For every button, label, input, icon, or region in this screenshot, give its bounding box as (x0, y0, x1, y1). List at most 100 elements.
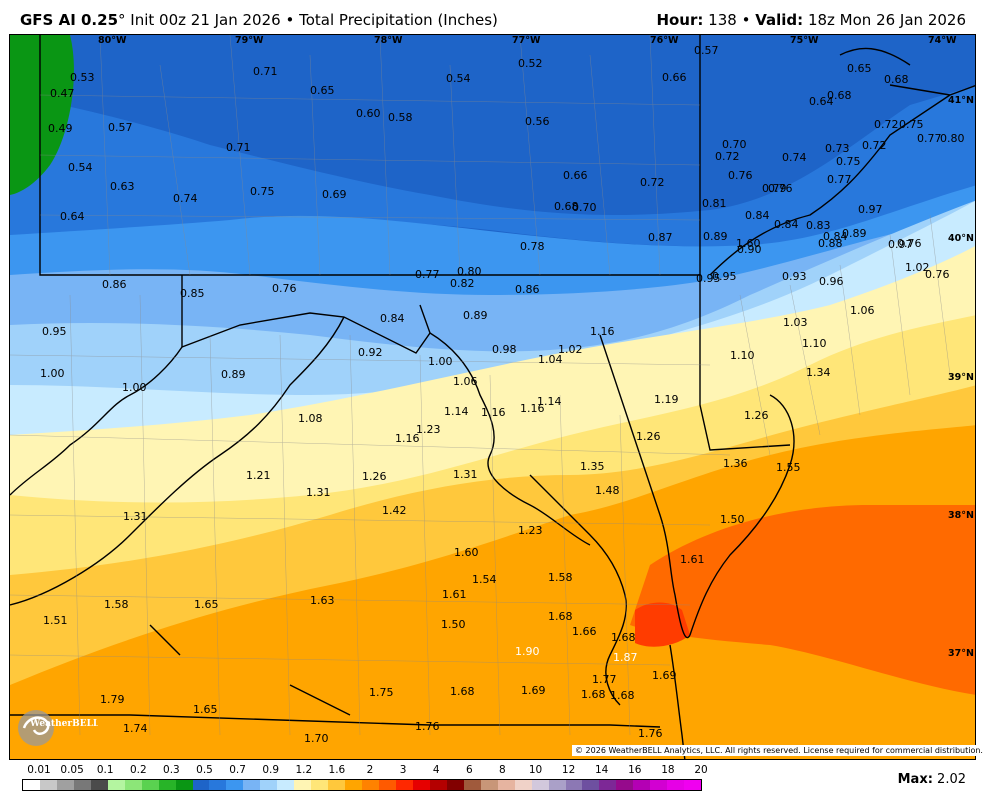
max-number: 2.02 (937, 772, 966, 787)
lon-labels: 80°W 79°W 78°W 77°W 76°W 75°W 74°W (98, 35, 957, 46)
legend-tick-label: 0.5 (196, 764, 213, 776)
product-name: Total Precipitation (Inches) (299, 11, 498, 29)
delmarva-east (689, 394, 795, 636)
lon-label-74: 74°W (928, 35, 957, 46)
ny-border (889, 84, 951, 96)
lat-label-38: 38°N (948, 510, 974, 521)
precip-value-label: 0.80 (457, 265, 482, 278)
lake-1 (149, 624, 181, 656)
lat-label-39: 39°N (948, 372, 974, 383)
precip-value-label: 0.57 (108, 121, 133, 134)
precip-value-label: 1.55 (776, 461, 801, 474)
legend-colorbar (22, 779, 702, 791)
precip-value-label: 0.86 (102, 278, 127, 291)
precip-value-label: 1.87 (613, 651, 638, 664)
va-nc-coast (669, 644, 686, 759)
precip-value-label: 0.74 (173, 192, 198, 205)
legend-swatch (107, 780, 125, 790)
legend-swatch (277, 780, 295, 790)
precip-value-label: 0.95 (696, 272, 721, 285)
legend-swatch (209, 780, 227, 790)
precip-value-label: 1.10 (802, 337, 827, 350)
legend-swatch (311, 780, 329, 790)
precip-value-label: 0.57 (694, 44, 719, 57)
precip-value-label: 1.31 (306, 486, 331, 499)
precip-value-label: 1.65 (194, 598, 219, 611)
precip-value-label: 1.61 (680, 553, 705, 566)
precip-value-label: 1.02 (558, 343, 583, 356)
precip-value-label: 0.70 (572, 201, 597, 214)
legend-swatch (124, 780, 142, 790)
legend-swatch (175, 780, 193, 790)
precip-value-label: 0.72 (874, 118, 899, 131)
lat-label-40: 40°N (948, 233, 974, 244)
legend-tick-label: 14 (595, 764, 609, 776)
nc-border (10, 714, 661, 728)
legend-tick-label: 0.01 (27, 764, 51, 776)
precip-value-label: 1.51 (43, 614, 68, 627)
valid-label: Valid: (755, 11, 804, 29)
precip-value-label: 1.70 (304, 732, 329, 745)
precip-value-label: 1.60 (736, 237, 761, 250)
precip-value-label: 1.06 (453, 375, 478, 388)
legend-swatch (514, 780, 532, 790)
lon-label-79: 79°W (235, 35, 264, 46)
precip-value-label: 1.74 (123, 722, 148, 735)
legend-swatch (599, 780, 617, 790)
precip-value-label: 1.50 (441, 618, 466, 631)
precip-value-label: 1.68 (611, 631, 636, 644)
precip-value-label: 1.42 (382, 504, 407, 517)
precip-value-label: 0.89 (463, 309, 488, 322)
precip-value-label: 1.04 (538, 353, 563, 366)
bullet-2: • (741, 11, 751, 29)
lake-2 (289, 684, 351, 716)
ny-border-2 (839, 47, 911, 66)
precip-value-label: 1.03 (783, 316, 808, 329)
precip-value-label: 1.00 (428, 355, 453, 368)
precip-value-label: 0.74 (782, 151, 807, 164)
precip-value-label: 1.06 (850, 304, 875, 317)
precip-value-label: 1.63 (310, 594, 335, 607)
map-svg: 80°W 79°W 78°W 77°W 76°W 75°W 74°W 41°N … (10, 35, 975, 759)
legend-swatch (633, 780, 651, 790)
precip-value-label: 0.76 (768, 182, 793, 195)
precip-value-label: 0.73 (825, 142, 850, 155)
legend-swatch (243, 780, 261, 790)
precip-value-label: 1.26 (744, 409, 769, 422)
precip-value-label: 0.68 (554, 200, 579, 213)
precip-value-label: 1.23 (416, 423, 441, 436)
legend-swatch (345, 780, 363, 790)
legend-swatch (23, 780, 40, 790)
legend-tick-label: 0.3 (163, 764, 180, 776)
precip-value-label: 0.52 (518, 57, 543, 70)
legend-swatch (463, 780, 481, 790)
precip-value-label: 1.21 (246, 469, 271, 482)
precip-value-label: 0.49 (48, 122, 73, 135)
precip-value-label: 0.88 (818, 237, 843, 250)
lon-label-76: 76°W (650, 35, 679, 46)
logo-text: WeatherBELL (29, 719, 98, 729)
precip-value-label: 1.16 (395, 432, 420, 445)
precip-value-label: 1.00 (40, 367, 65, 380)
legend-tick-label: 1.2 (295, 764, 313, 776)
max-label: Max: (897, 772, 933, 787)
precip-value-label: 0.54 (446, 72, 471, 85)
legend-swatch (328, 780, 346, 790)
precip-value-label: 1.60 (454, 546, 479, 559)
legend-tick-label: 1.6 (328, 764, 346, 776)
bullet: • (285, 11, 295, 29)
precip-value-label: 1.76 (638, 727, 663, 740)
lon-label-75: 75°W (790, 35, 819, 46)
precip-value-label: 0.84 (774, 218, 799, 231)
precip-value-label: 1.34 (806, 366, 831, 379)
copyright-notice: © 2026 WeatherBELL Analytics, LLC. All r… (572, 745, 984, 756)
precip-value-label: 0.92 (358, 346, 383, 359)
precip-value-label: 1.75 (369, 686, 394, 699)
legend-swatch (379, 780, 396, 790)
band-green (10, 35, 74, 195)
precip-value-label: 1.77 (592, 673, 617, 686)
band-dark-orange (630, 504, 975, 695)
precip-value-label: 0.75 (250, 185, 275, 198)
legend-tick-label: 18 (661, 764, 675, 776)
precip-value-label: 0.93 (782, 270, 807, 283)
